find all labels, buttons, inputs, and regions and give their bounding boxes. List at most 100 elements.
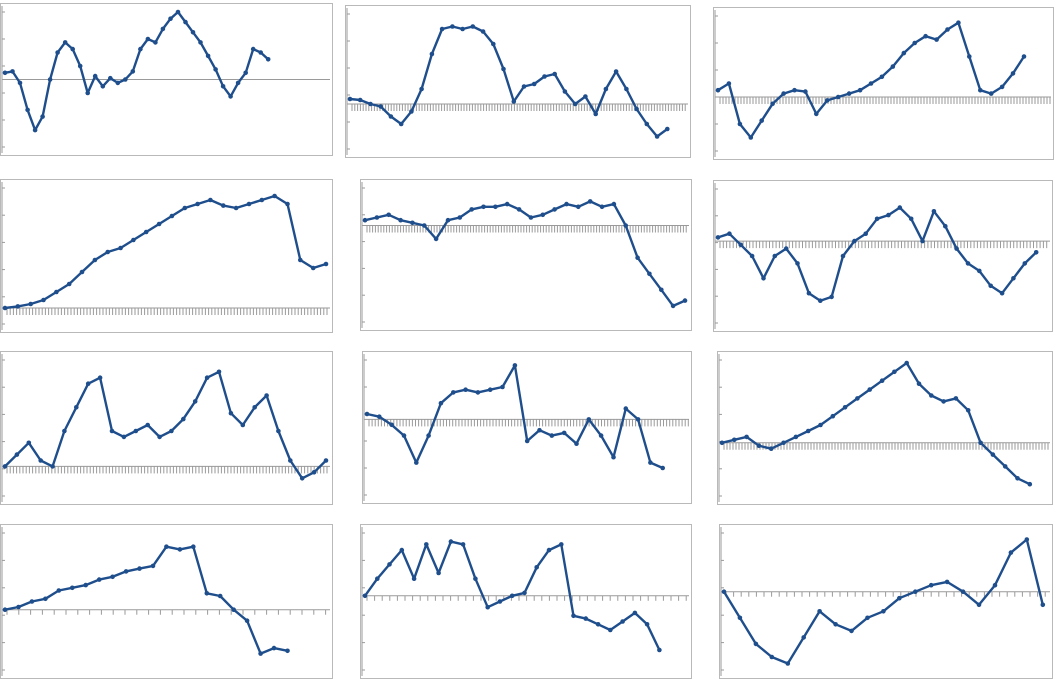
data-point bbox=[988, 91, 994, 96]
data-point bbox=[814, 111, 819, 117]
data-point bbox=[978, 440, 983, 446]
data-point bbox=[480, 29, 486, 34]
data-point bbox=[546, 547, 552, 553]
data-point bbox=[509, 593, 515, 599]
data-point bbox=[183, 19, 188, 25]
data-point bbox=[138, 46, 143, 52]
data-point bbox=[792, 87, 797, 93]
data-point bbox=[976, 602, 982, 608]
data-point bbox=[38, 458, 43, 463]
chart-panel-7 bbox=[0, 351, 333, 505]
data-point bbox=[244, 618, 250, 623]
data-point bbox=[768, 446, 774, 451]
data-point bbox=[271, 645, 277, 651]
data-point bbox=[818, 422, 823, 428]
data-point bbox=[83, 582, 88, 588]
data-point bbox=[540, 212, 546, 218]
data-point bbox=[531, 81, 537, 87]
data-point bbox=[528, 215, 534, 220]
data-point bbox=[1010, 71, 1016, 76]
data-point bbox=[719, 440, 725, 446]
data-point bbox=[285, 201, 290, 207]
data-point bbox=[611, 454, 616, 460]
data-point bbox=[868, 81, 874, 86]
data-point bbox=[357, 97, 363, 103]
category-axis bbox=[362, 225, 689, 233]
data-point bbox=[624, 86, 629, 92]
data-point bbox=[208, 197, 213, 203]
data-point bbox=[660, 465, 665, 471]
category-axis bbox=[721, 591, 1050, 597]
data-point bbox=[512, 363, 518, 368]
data-point bbox=[945, 27, 950, 32]
chart-panel-4 bbox=[0, 179, 333, 333]
category-axis bbox=[347, 103, 688, 111]
data-point bbox=[1022, 261, 1028, 266]
data-point bbox=[205, 53, 211, 59]
data-point bbox=[943, 223, 948, 229]
chart-panel-12 bbox=[719, 524, 1053, 679]
line-chart-6 bbox=[714, 183, 1050, 329]
data-point bbox=[732, 437, 737, 443]
data-point bbox=[756, 443, 762, 448]
data-point bbox=[912, 40, 917, 46]
data-point bbox=[999, 290, 1005, 296]
data-point bbox=[481, 204, 486, 210]
data-point bbox=[562, 89, 568, 94]
data-point bbox=[92, 257, 98, 263]
data-point bbox=[62, 428, 67, 434]
data-point bbox=[647, 271, 652, 277]
category-axis bbox=[2, 465, 330, 474]
data-point bbox=[737, 121, 743, 127]
data-point bbox=[929, 393, 934, 398]
data-point bbox=[32, 127, 38, 133]
data-point bbox=[497, 599, 503, 604]
data-point bbox=[265, 57, 271, 62]
data-point bbox=[874, 216, 880, 222]
data-point bbox=[524, 438, 530, 444]
data-point bbox=[491, 41, 496, 47]
data-point bbox=[867, 387, 872, 392]
line-chart-8 bbox=[363, 354, 689, 501]
data-point bbox=[243, 70, 248, 76]
value-axis bbox=[361, 527, 365, 676]
data-point bbox=[916, 381, 922, 386]
line-chart-7 bbox=[1, 354, 330, 502]
data-point bbox=[599, 204, 605, 210]
line-chart-1 bbox=[1, 6, 330, 153]
data-point bbox=[77, 63, 83, 69]
data-point bbox=[55, 50, 60, 55]
data-point bbox=[1011, 276, 1016, 281]
data-point bbox=[192, 399, 198, 404]
data-point bbox=[990, 452, 996, 457]
data-point bbox=[460, 26, 465, 32]
data-point bbox=[485, 604, 490, 610]
data-point bbox=[727, 231, 732, 236]
chart-panel-1 bbox=[0, 3, 333, 156]
data-point bbox=[438, 400, 444, 406]
data-point bbox=[258, 651, 263, 656]
data-point bbox=[217, 593, 223, 599]
value-axis bbox=[720, 527, 724, 676]
line-chart-3 bbox=[714, 10, 1051, 157]
data-point bbox=[204, 591, 210, 596]
data-point bbox=[40, 114, 45, 119]
data-point bbox=[409, 109, 414, 114]
data-point bbox=[118, 245, 123, 251]
value-axis bbox=[1, 354, 5, 502]
data-point bbox=[231, 607, 236, 612]
data-point bbox=[388, 114, 394, 119]
line-chart-11 bbox=[361, 527, 689, 676]
data-point bbox=[150, 563, 156, 569]
line-chart-12 bbox=[720, 527, 1050, 676]
data-point bbox=[439, 26, 445, 32]
data-point bbox=[521, 84, 527, 89]
data-point bbox=[965, 408, 971, 413]
value-axis bbox=[361, 182, 365, 328]
data-point bbox=[988, 283, 993, 289]
data-point bbox=[603, 86, 609, 92]
data-point bbox=[737, 615, 743, 621]
data-point bbox=[654, 134, 660, 139]
data-point bbox=[623, 406, 629, 411]
data-point bbox=[145, 36, 151, 42]
